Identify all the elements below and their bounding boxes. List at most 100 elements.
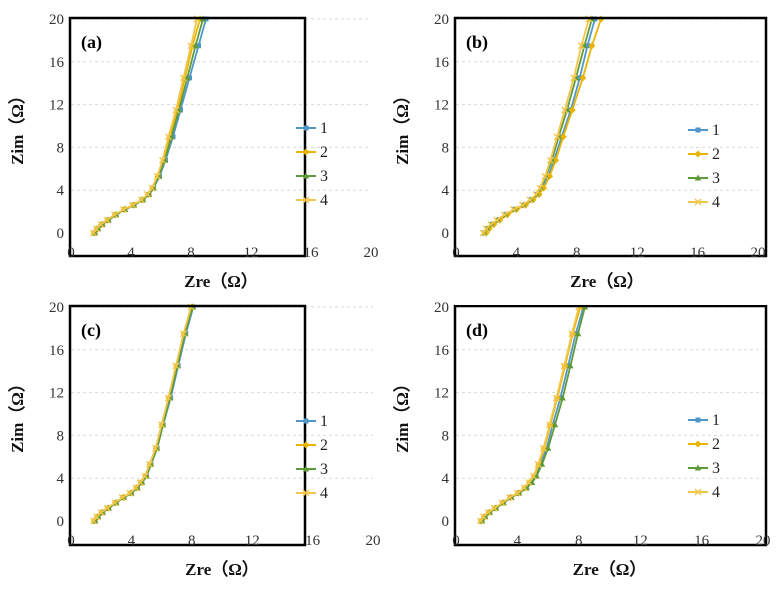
data-point: [534, 460, 542, 468]
x-tick-label: 8: [573, 245, 581, 261]
crop-mask: [455, 289, 775, 305]
legend-label: 1: [712, 122, 720, 139]
legend-label: 1: [320, 413, 328, 430]
data-point: [103, 216, 111, 224]
data-point: [553, 394, 561, 402]
data-point: [187, 75, 192, 81]
series-group: [90, 15, 209, 237]
data-point: [536, 184, 544, 192]
data-point: [490, 504, 498, 512]
data-point: [553, 133, 561, 141]
data-point: [584, 43, 590, 49]
series-line-3: [94, 18, 204, 234]
x-tick-label: 0: [67, 245, 75, 261]
y-tick-label: 0: [57, 514, 65, 530]
x-tick-label: 8: [575, 533, 583, 549]
data-point: [180, 330, 187, 338]
series-line-4: [482, 18, 590, 234]
data-point: [487, 220, 495, 228]
x-tick-label: 4: [514, 533, 522, 549]
data-point: [559, 394, 566, 401]
data-point: [525, 478, 533, 486]
panel-label: (b): [466, 32, 488, 53]
series-line-4: [92, 306, 192, 522]
x-tick-label: 4: [513, 245, 521, 261]
y-tick-label: 20: [434, 12, 449, 28]
legend-label: 3: [320, 461, 328, 478]
legend-marker: [695, 127, 701, 133]
data-point: [172, 106, 180, 114]
data-point: [579, 74, 587, 82]
data-point: [477, 517, 485, 525]
x-tick-label: 20: [364, 245, 379, 261]
legend-marker: [694, 440, 702, 448]
y-tick-label: 12: [434, 386, 449, 402]
data-point: [103, 504, 111, 512]
data-point: [129, 201, 136, 209]
data-point: [568, 106, 576, 114]
x-axis-label: Zre（Ω）: [570, 271, 644, 291]
series-group: [90, 303, 196, 525]
y-tick-label: 4: [442, 183, 450, 199]
data-point: [180, 74, 187, 82]
panel-label: (c): [81, 320, 101, 341]
legend-label: 2: [320, 437, 328, 454]
data-point: [144, 190, 151, 198]
data-point: [546, 421, 554, 429]
data-point: [567, 362, 574, 369]
data-point: [159, 156, 166, 164]
x-tick-label: 0: [452, 245, 460, 261]
x-tick-label: 16: [690, 245, 706, 261]
legend-label: 2: [320, 144, 328, 161]
data-point: [541, 172, 549, 180]
y-tick-label: 12: [434, 98, 449, 114]
legend-label: 2: [712, 146, 720, 163]
data-point: [164, 394, 172, 402]
x-axis-label: Zre（Ω）: [184, 271, 258, 291]
data-point: [97, 508, 105, 516]
series-group: [479, 15, 605, 237]
legend-label: 4: [712, 194, 720, 211]
y-tick-label: 4: [57, 183, 65, 199]
x-tick-label: 16: [305, 533, 321, 549]
y-tick-label: 0: [57, 226, 65, 242]
series-line-2: [93, 306, 193, 522]
y-tick-label: 8: [57, 428, 65, 444]
y-tick-label: 20: [49, 12, 64, 28]
data-point: [574, 330, 582, 337]
y-axis-label: Zim（Ω）: [7, 87, 27, 165]
panel-label: (d): [466, 320, 488, 341]
x-tick-label: 4: [127, 245, 135, 261]
data-point: [141, 472, 149, 480]
x-tick-label: 12: [244, 245, 259, 261]
x-tick-label: 8: [187, 245, 195, 261]
legend-label: 4: [320, 485, 328, 502]
data-point: [138, 196, 145, 204]
data-point: [118, 493, 126, 501]
legend-marker: [302, 465, 310, 472]
data-point: [146, 460, 154, 468]
y-tick-label: 12: [49, 98, 64, 114]
y-tick-label: 16: [49, 343, 65, 359]
data-point: [544, 444, 552, 451]
data-point: [148, 184, 156, 192]
x-tick-label: 16: [694, 533, 710, 549]
series-group: [477, 303, 589, 525]
data-point: [546, 156, 554, 164]
x-tick-label: 20: [756, 533, 771, 549]
data-point: [90, 229, 97, 237]
series-line-3: [94, 306, 194, 522]
data-point: [172, 362, 180, 370]
x-tick-label: 12: [245, 533, 260, 549]
legend-label: 3: [712, 460, 720, 477]
data-point: [498, 499, 506, 507]
x-tick-label: 12: [633, 533, 648, 549]
series-line-1: [94, 306, 195, 522]
series-line-1: [483, 18, 596, 234]
panel-frame: [68, 304, 307, 547]
panel-frame: [453, 304, 768, 547]
y-tick-label: 8: [442, 428, 450, 444]
x-tick-label: 4: [128, 533, 136, 549]
y-tick-label: 4: [442, 471, 450, 487]
